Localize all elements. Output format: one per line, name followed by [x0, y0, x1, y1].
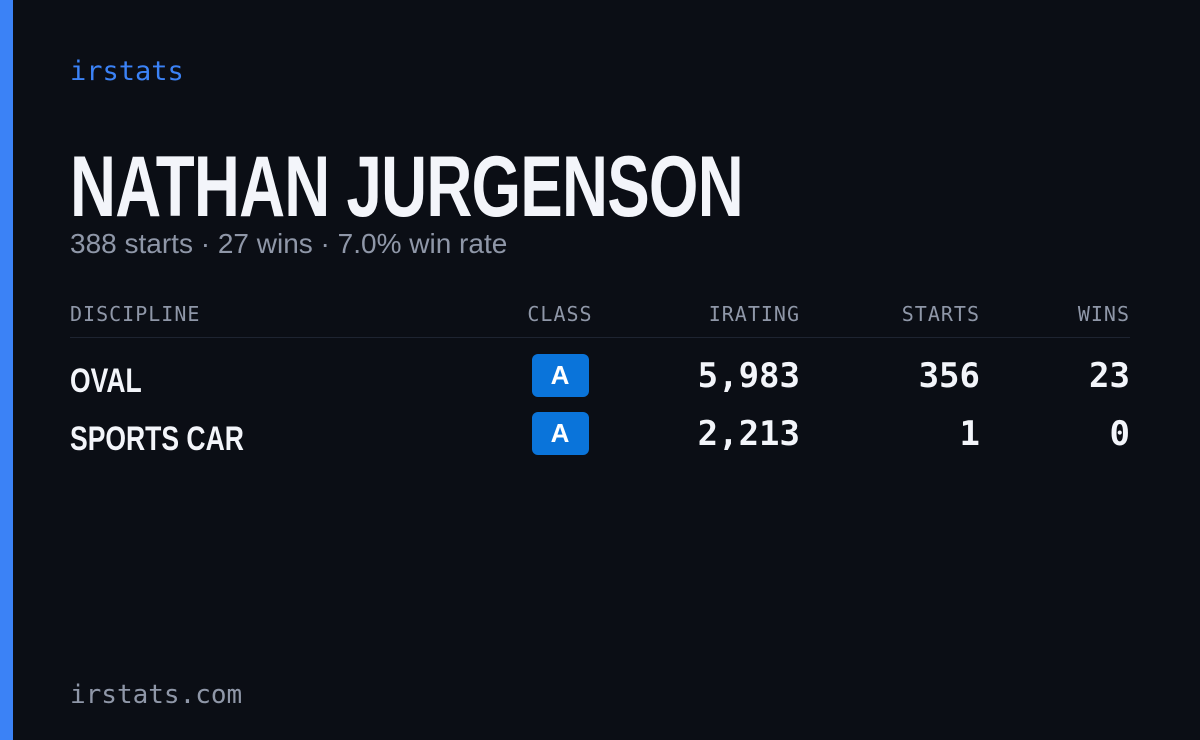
divider: [70, 337, 1130, 338]
wins: 23: [1089, 356, 1130, 396]
column-header: IRATING: [708, 302, 800, 326]
column-header: STARTS: [901, 302, 980, 326]
irating: 5,983: [697, 356, 800, 396]
column-header: WINS: [1077, 302, 1130, 326]
brand: irstats: [70, 56, 184, 87]
accent-bar: [0, 0, 13, 740]
discipline: OVAL: [70, 362, 142, 400]
starts: 1: [959, 414, 980, 454]
starts: 356: [918, 356, 980, 396]
footer-url: irstats.com: [70, 680, 243, 710]
wins: 0: [1109, 414, 1130, 454]
class-badge: A: [531, 412, 589, 455]
irating: 2,213: [697, 414, 800, 454]
class-badge: A: [531, 354, 589, 397]
column-header: CLASS: [527, 302, 593, 326]
player-name: NATHAN JURGENSON: [70, 139, 744, 235]
summary: 388 starts · 27 wins · 7.0% win rate: [70, 228, 508, 259]
discipline: SPORTS CAR: [70, 420, 244, 458]
column-header: DISCIPLINE: [70, 302, 201, 326]
